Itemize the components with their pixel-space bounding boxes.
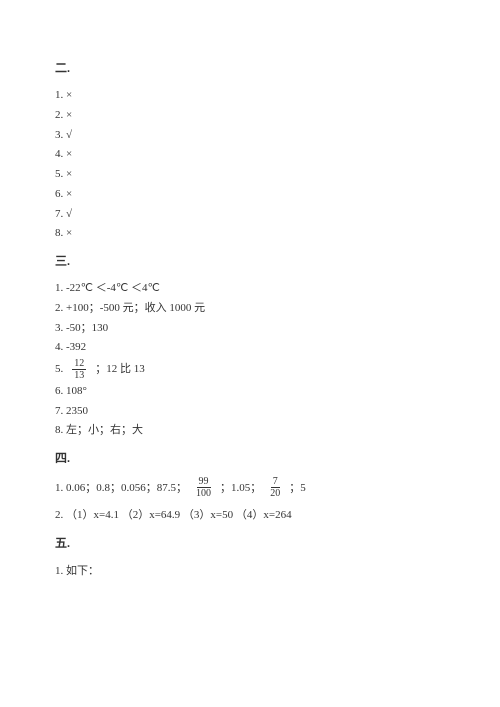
section-3-title: 三.	[55, 251, 450, 271]
s4-1-prefix: 1. 0.06；0.8；0.056；87.5；	[55, 479, 187, 498]
s3-item-2: 2. +100；-500 元；收入 1000 元	[55, 299, 450, 318]
s2-item-4: 4. ×	[55, 145, 450, 164]
frac-num: 7	[271, 476, 280, 488]
s2-item-6: 6. ×	[55, 185, 450, 204]
s4-1-suffix: ；5	[289, 479, 306, 498]
s5-item-1: 1. 如下：	[55, 562, 450, 581]
s3-item-4: 4. -392	[55, 338, 450, 357]
s3-item-8: 8. 左；小；右；大	[55, 421, 450, 440]
frac-num: 12	[72, 358, 86, 370]
s3-item-3: 3. -50；130	[55, 319, 450, 338]
s2-item-2: 2. ×	[55, 106, 450, 125]
s2-item-7: 7. √	[55, 205, 450, 224]
fraction-12-13: 12 13	[72, 358, 86, 381]
s2-item-3: 3. √	[55, 126, 450, 145]
frac-den: 100	[194, 488, 213, 499]
section-2-title: 二.	[55, 58, 450, 78]
fraction-99-100: 99 100	[194, 476, 213, 499]
s3-item-5: 5. 12 13 ；12 比 13	[55, 358, 145, 381]
s3-item-5-prefix: 5.	[55, 360, 63, 379]
section-5-title: 五.	[55, 533, 450, 553]
frac-den: 13	[72, 370, 86, 381]
s2-item-5: 5. ×	[55, 165, 450, 184]
s4-item-2: 2. （1）x=4.1 （2）x=64.9 （3）x=50 （4）x=264	[55, 506, 450, 525]
s2-item-8: 8. ×	[55, 224, 450, 243]
s3-item-5-suffix: ；12 比 13	[95, 360, 145, 379]
s4-item-1: 1. 0.06；0.8；0.056；87.5； 99 100 ；1.05； 7 …	[55, 476, 306, 499]
s3-item-6: 6. 108°	[55, 382, 450, 401]
s2-item-1: 1. ×	[55, 86, 450, 105]
s3-item-1: 1. -22℃ ＜-4℃ ＜4℃	[55, 279, 450, 298]
section-4-title: 四.	[55, 448, 450, 468]
frac-num: 99	[197, 476, 211, 488]
s4-1-mid: ；1.05；	[220, 479, 261, 498]
frac-den: 20	[268, 488, 282, 499]
fraction-7-20: 7 20	[268, 476, 282, 499]
s3-item-7: 7. 2350	[55, 402, 450, 421]
